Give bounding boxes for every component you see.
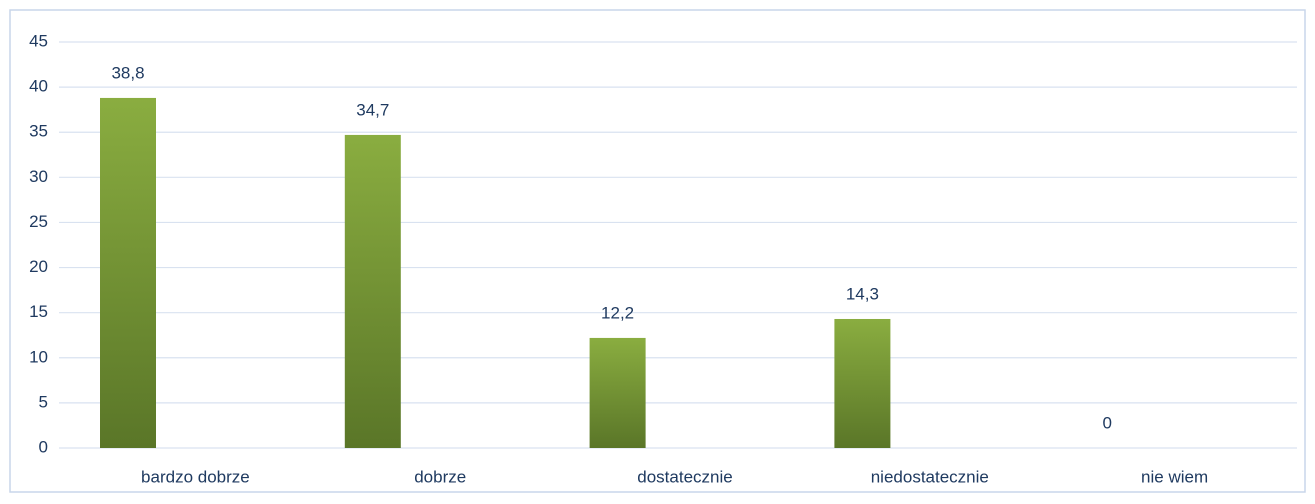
y-tick-label: 30: [29, 167, 48, 186]
data-label: 14,3: [846, 284, 879, 303]
y-tick-label: 15: [29, 302, 48, 321]
bar: [100, 97, 156, 448]
x-tick-label: dobrze: [414, 467, 466, 486]
x-tick-label: bardzo dobrze: [141, 467, 250, 486]
chart-border: [9, 9, 1306, 493]
data-label: 0: [1102, 413, 1111, 432]
y-tick-label: 35: [29, 122, 48, 141]
bar: [344, 134, 401, 448]
x-tick-label: dostatecznie: [637, 467, 732, 486]
x-tick-label: niedostatecznie: [871, 467, 989, 486]
x-tick-label: nie wiem: [1141, 467, 1208, 486]
bar: [834, 318, 891, 448]
bar: [589, 337, 646, 448]
data-label: 38,8: [111, 63, 144, 82]
data-label: 34,7: [356, 100, 389, 119]
y-tick-label: 20: [29, 257, 48, 276]
y-tick-label: 25: [29, 212, 48, 231]
y-tick-label: 45: [29, 31, 48, 50]
y-tick-label: 5: [39, 392, 48, 411]
y-tick-label: 0: [39, 437, 48, 456]
y-tick-label: 10: [29, 347, 48, 366]
y-tick-label: 40: [29, 77, 48, 96]
data-label: 12,2: [601, 303, 634, 322]
